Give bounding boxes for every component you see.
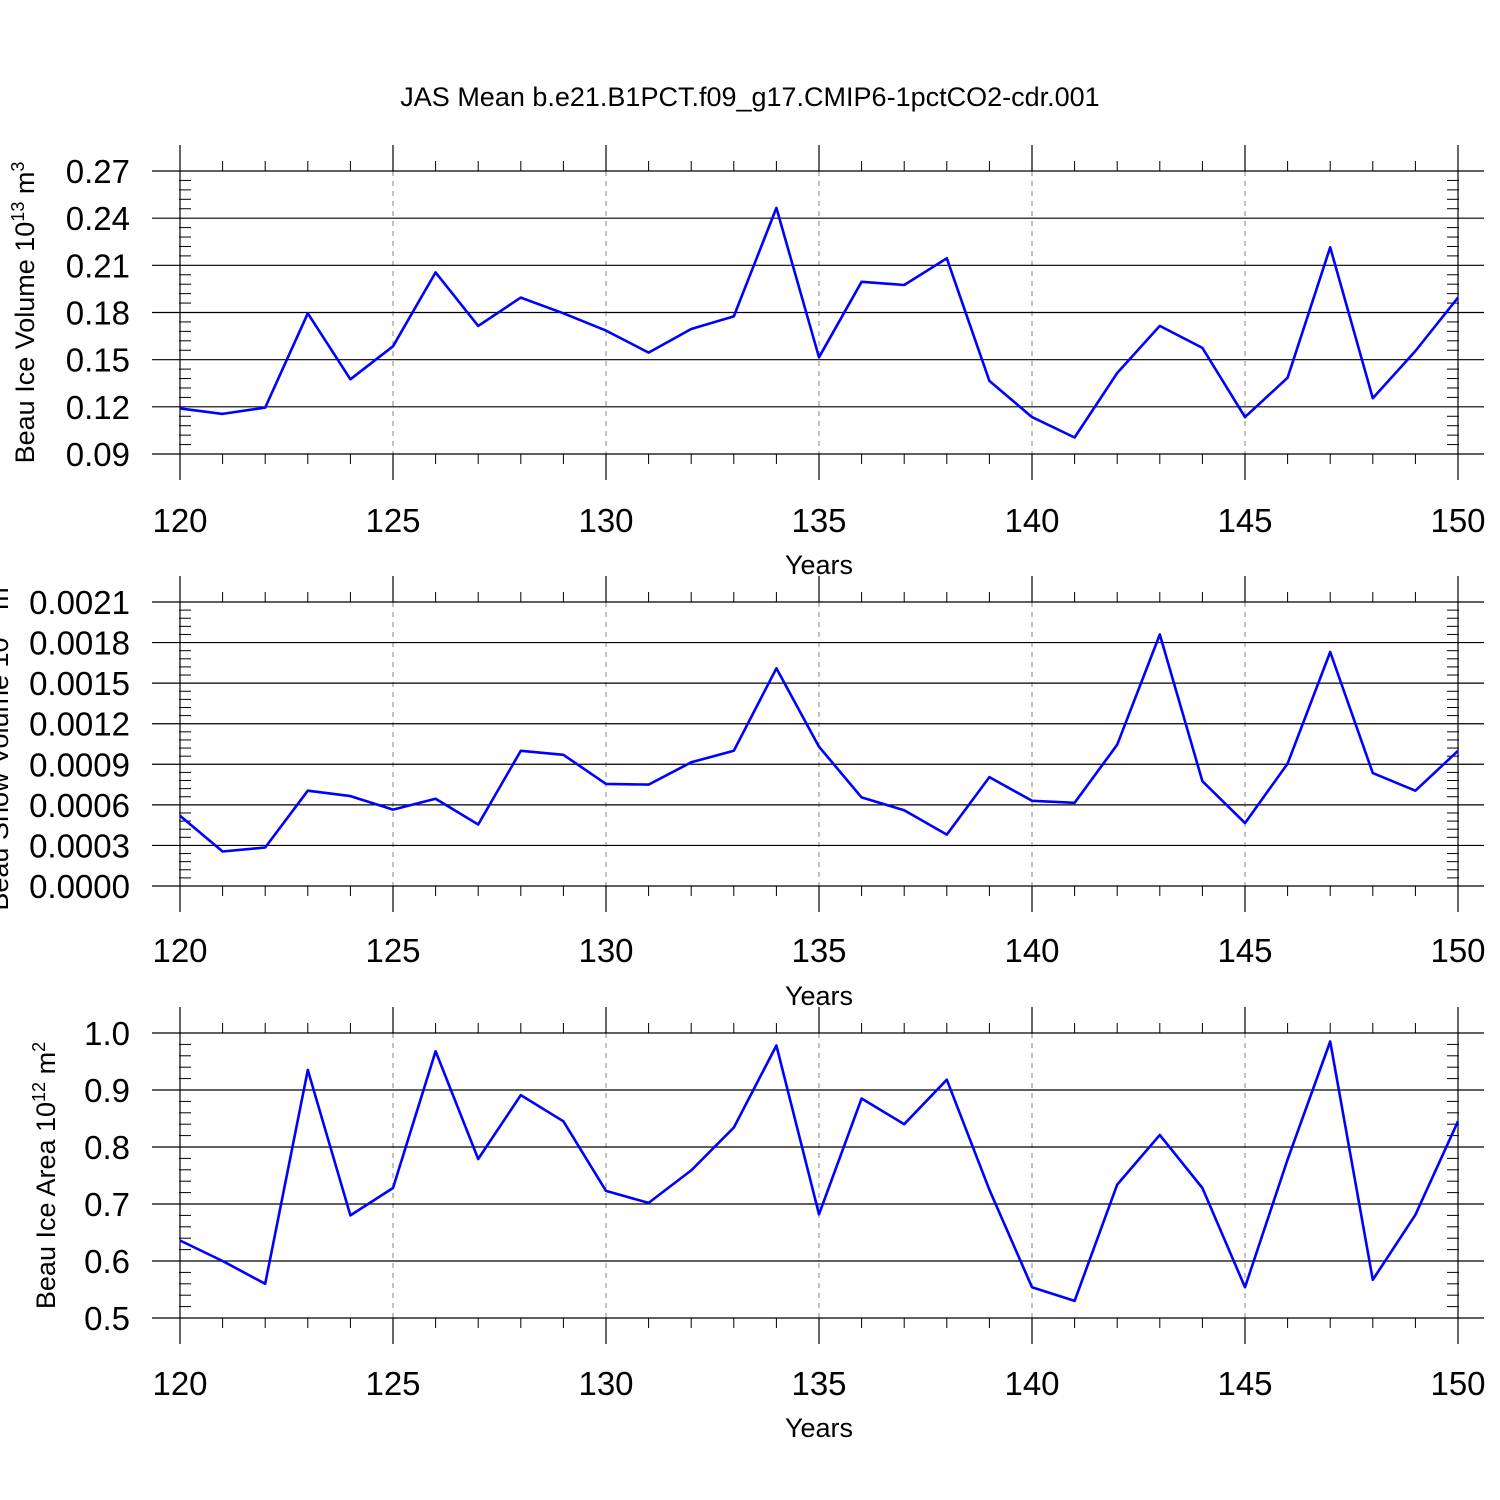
x-tick-label: 120: [152, 932, 207, 969]
y-axis-label-part: 3: [8, 162, 28, 172]
y-tick-label: 0.18: [66, 295, 130, 332]
x-tick-label: 135: [791, 502, 846, 539]
x-tick-label: 130: [578, 1365, 633, 1402]
y-tick-label: 1.0: [84, 1015, 130, 1052]
y-tick-label: 0.8: [84, 1129, 130, 1166]
y-tick-label: 0.9: [84, 1072, 130, 1109]
x-tick-label: 145: [1217, 1365, 1272, 1402]
x-tick-label: 140: [1004, 1365, 1059, 1402]
y-tick-label: 0.0009: [29, 746, 130, 783]
x-tick-label: 135: [791, 932, 846, 969]
y-tick-label: 0.0015: [29, 665, 130, 702]
y-axis-label-part: 12: [29, 1082, 49, 1102]
chart-area: 120 125 130 135 140 145 150 0.5 0.6 0.7 0.8 0.9 1.0 Y…: [29, 1007, 1486, 1443]
series-line: [179, 1040, 1460, 1303]
x-tick-label: 145: [1217, 502, 1272, 539]
x-tick-label: 125: [365, 1365, 420, 1402]
x-tick-label: 145: [1217, 932, 1272, 969]
y-axis-label-part: Beau Ice Volume 10: [10, 222, 40, 464]
series-line: [179, 633, 1459, 853]
x-tick-label: 120: [152, 502, 207, 539]
x-axis-label: Years: [785, 1413, 853, 1443]
y-tick-label: 0.7: [84, 1186, 130, 1223]
x-tick-label: 150: [1430, 1365, 1485, 1402]
x-tick-label: 125: [365, 502, 420, 539]
y-tick-label: 0.0018: [29, 625, 130, 662]
y-tick-label: 0.0000: [29, 868, 130, 905]
chart-volume: 120 125 130 135 140 145 150 0.09 0.12 0.15 0.18 0.2…: [8, 145, 1486, 580]
y-tick-label: 0.12: [66, 389, 130, 426]
x-tick-label: 140: [1004, 932, 1059, 969]
x-tick-label: 120: [152, 1365, 207, 1402]
y-tick-label: 0.6: [84, 1243, 130, 1280]
y-tick-label: 0.24: [66, 200, 130, 237]
series-line: [179, 206, 1460, 439]
y-tick-label: 0.15: [66, 342, 130, 379]
y-tick-label: 0.09: [66, 436, 130, 473]
y-axis-label-part: m: [0, 587, 14, 617]
x-tick-label: 150: [1430, 932, 1485, 969]
x-axis-label: Years: [785, 981, 853, 1011]
x-tick-label: 125: [365, 932, 420, 969]
y-tick-label: 0.21: [66, 247, 130, 284]
y-axis-label-part: 3: [0, 577, 2, 587]
y-tick-label: 0.0006: [29, 787, 130, 824]
x-tick-label: 135: [791, 1365, 846, 1402]
y-tick-label: 0.5: [84, 1300, 130, 1337]
y-tick-label: 0.0003: [29, 827, 130, 864]
y-tick-label: 0.0012: [29, 706, 130, 743]
x-tick-label: 130: [578, 932, 633, 969]
x-tick-label: 130: [578, 502, 633, 539]
y-axis-label-part: Beau Ice Area 10: [31, 1102, 61, 1309]
y-axis-label-part: m: [10, 172, 40, 202]
y-axis-label-part: 13: [8, 202, 28, 222]
y-axis-label: Beau Snow Volume 1013 m3: [0, 577, 14, 910]
x-axis-label: Years: [785, 550, 853, 580]
y-axis-label-part: 13: [0, 617, 2, 637]
figure-title: JAS Mean b.e21.B1PCT.f09_g17.CMIP6-1pctC…: [400, 82, 1099, 112]
y-axis-label-part: Beau Snow Volume 10: [0, 637, 14, 910]
y-tick-label: 0.0021: [29, 584, 130, 621]
y-axis-label-part: 2: [29, 1042, 49, 1052]
y-axis-label: Beau Ice Volume 1013 m3: [8, 162, 40, 464]
x-tick-label: 140: [1004, 502, 1059, 539]
y-tick-label: 0.27: [66, 153, 130, 190]
x-tick-label: 150: [1430, 502, 1485, 539]
y-axis-label-part: m: [31, 1052, 61, 1082]
y-axis-label: Beau Ice Area 1012 m2: [29, 1042, 61, 1309]
